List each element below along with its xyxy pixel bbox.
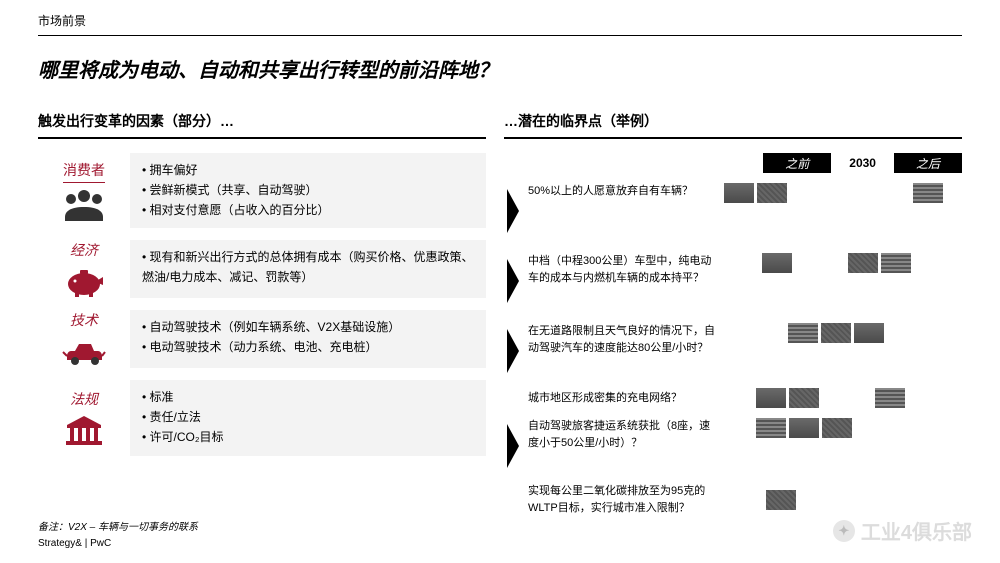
left-heading: 触发出行变革的因素（部分）…	[38, 111, 486, 131]
wechat-icon: ✦	[833, 520, 855, 542]
page-title: 哪里将成为电动、自动和共享出行转型的前沿阵地？	[38, 54, 962, 83]
flag-icon	[913, 183, 943, 203]
tipping-subtext-3: 城市地区形成密集的充电网络？	[528, 390, 724, 407]
flag-icon	[789, 388, 819, 408]
flag-icon	[848, 253, 878, 273]
watermark: ✦ 工业4俱乐部	[833, 516, 972, 545]
timeline: 之前 2030 之后	[504, 153, 962, 173]
institution-icon	[61, 413, 107, 447]
factor-label-regulation: 法规	[70, 389, 98, 409]
flag-icon	[762, 253, 792, 273]
tipping-row-1: 50%以上的人愿意放弃自有车辆？	[504, 183, 962, 243]
tipping-text-4: 自动驾驶旅客捷运系统获批（8座，速度小于50公里/小时）？	[528, 418, 724, 451]
timeline-center: 2030	[831, 153, 894, 173]
flag-icon	[822, 418, 852, 438]
factor-row-tech: 技术 自动驾驶技术（例如车辆系统、V2X基础设施） 电动驾驶技术（动力系统、电池…	[38, 310, 486, 368]
flag-icon	[854, 323, 884, 343]
flag-icon	[766, 490, 796, 510]
factor-label-economy: 经济	[70, 240, 98, 260]
footnote: 备注：V2X – 车辆与一切事务的联系	[38, 518, 198, 533]
breadcrumb: 市场前景	[38, 12, 962, 29]
arrow-icon	[504, 323, 522, 379]
tipping-column: …潜在的临界点（举例） 之前 2030 之后 50%以上的人愿意放弃自有车辆？	[504, 111, 962, 526]
factor-box-regulation: 标准 责任/立法 许可/CO₂目标	[130, 380, 486, 455]
tipping-subtext-4: 实现每公里二氧化碳排放至为95克的WLTP目标，实行城市准入限制？	[528, 483, 724, 516]
factor-label-consumer: 消费者	[63, 160, 105, 183]
flag-icon	[757, 183, 787, 203]
flag-icon	[881, 253, 911, 273]
flag-icon	[821, 323, 851, 343]
timeline-before: 之前	[763, 155, 831, 172]
tipping-text-1: 50%以上的人愿意放弃自有车辆？	[528, 183, 724, 200]
divider-top	[38, 35, 962, 36]
factor-row-economy: 经济 现有和新兴出行方式的总体拥有成本（购买价格、优惠政策、燃油/电力成本、减记…	[38, 240, 486, 298]
right-heading: …潜在的临界点（举例）	[504, 111, 962, 131]
tipping-text-3: 在无道路限制且天气良好的情况下，自动驾驶汽车的速度能达80公里/小时？	[528, 323, 724, 356]
flag-icon	[875, 388, 905, 408]
tipping-row-4: 自动驾驶旅客捷运系统获批（8座，速度小于50公里/小时）？ 实现每公里二氧化碳排…	[504, 418, 962, 516]
tipping-row-2: 中档（中程300公里）车型中，纯电动车的成本与内燃机车辆的成本持平？	[504, 253, 962, 313]
flag-icon	[756, 388, 786, 408]
factor-row-regulation: 法规 标准 责任/立法 许可/CO₂目标	[38, 380, 486, 455]
left-underline	[38, 137, 486, 139]
factors-column: 触发出行变革的因素（部分）… 消费者 拥车偏好 尝鲜新模式（共享、自动驾驶） 相…	[38, 111, 486, 526]
right-underline	[504, 137, 962, 139]
arrow-icon	[504, 183, 522, 239]
timeline-after: 之后	[894, 155, 962, 172]
flag-icon	[788, 323, 818, 343]
arrow-icon	[504, 418, 522, 474]
ev-car-icon	[61, 334, 107, 368]
factor-row-consumer: 消费者 拥车偏好 尝鲜新模式（共享、自动驾驶） 相对支付意愿（占收入的百分比）	[38, 153, 486, 228]
flag-icon	[724, 183, 754, 203]
tipping-text-2: 中档（中程300公里）车型中，纯电动车的成本与内燃机车辆的成本持平？	[528, 253, 724, 286]
flag-icon	[756, 418, 786, 438]
brand-label: Strategy& | PwC	[38, 538, 111, 549]
people-icon	[61, 187, 107, 221]
flag-icon	[789, 418, 819, 438]
factor-box-tech: 自动驾驶技术（例如车辆系统、V2X基础设施） 电动驾驶技术（动力系统、电池、充电…	[130, 310, 486, 368]
factor-box-economy: 现有和新兴出行方式的总体拥有成本（购买价格、优惠政策、燃油/电力成本、减记、罚款…	[130, 240, 486, 298]
piggybank-icon	[61, 264, 107, 298]
factor-label-tech: 技术	[70, 310, 98, 330]
arrow-icon	[504, 253, 522, 309]
factor-box-consumer: 拥车偏好 尝鲜新模式（共享、自动驾驶） 相对支付意愿（占收入的百分比）	[130, 153, 486, 228]
tipping-row-3: 在无道路限制且天气良好的情况下，自动驾驶汽车的速度能达80公里/小时？ 城市地区…	[504, 323, 962, 408]
